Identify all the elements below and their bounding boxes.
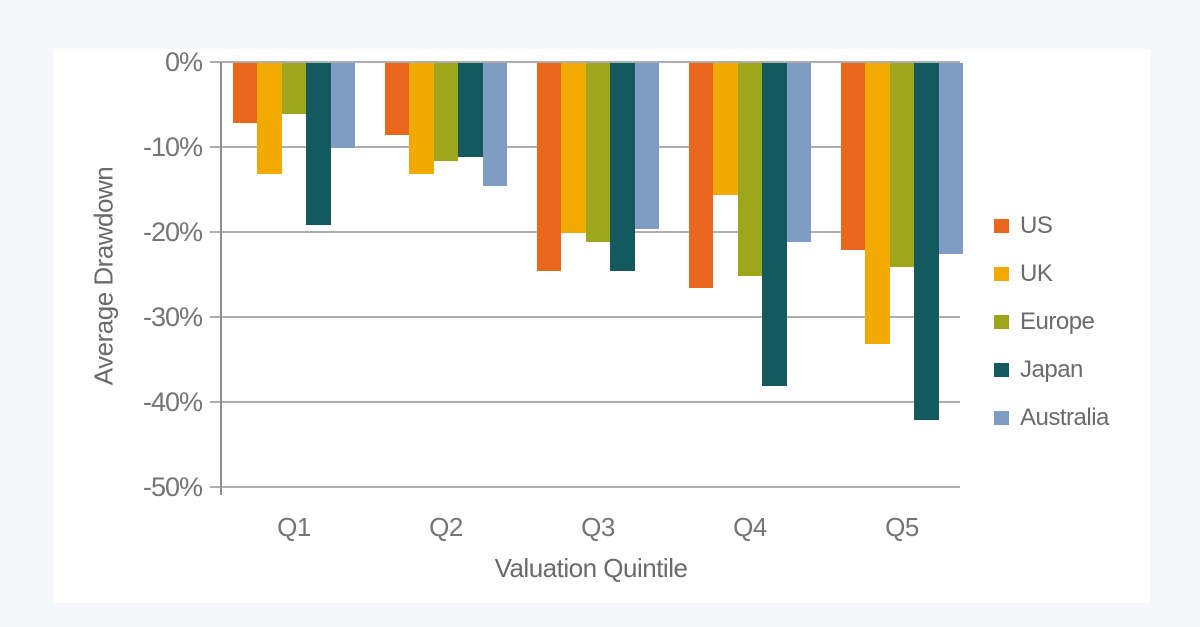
bar-group-Q2 (384, 63, 508, 487)
gridline--30% (210, 316, 960, 318)
bar-group-Q3 (536, 63, 660, 487)
bar-europe-q1 (281, 63, 307, 114)
bar-group-Q4 (688, 63, 812, 487)
x-axis-title: Valuation Quintile (494, 553, 688, 583)
y-tick-label: 0% (164, 47, 203, 77)
legend-label-us: US (1020, 212, 1053, 239)
bar-group-Q1 (232, 63, 356, 487)
x-tick-label-q4: Q4 (733, 512, 767, 542)
legend-item-australia: Australia (994, 404, 1109, 432)
x-tick-label-q5: Q5 (885, 512, 919, 542)
y-tick-label: -10% (142, 132, 203, 162)
bar-europe-q4 (737, 63, 763, 276)
legend-swatch-japan (994, 363, 1009, 377)
y-tick-label: -40% (142, 387, 203, 417)
legend-swatch-europe (994, 315, 1009, 329)
chart-legend: US UK Europe Japan Australia (994, 0, 1154, 627)
bar-australia-q1 (330, 63, 356, 148)
bar-group-Q5 (840, 63, 964, 487)
y-tick-label: -20% (142, 217, 203, 247)
bar-europe-q2 (433, 63, 459, 161)
legend-item-uk: UK (994, 260, 1053, 288)
legend-label-europe: Europe (1020, 308, 1095, 335)
bar-japan-q4 (762, 63, 787, 386)
gridline-0% (210, 61, 960, 63)
x-tick-label-q2: Q2 (429, 512, 463, 542)
bar-uk-q5 (865, 63, 890, 344)
y-tick-label: -30% (142, 302, 203, 332)
bar-us-q3 (536, 63, 562, 272)
y-axis-line (220, 62, 222, 495)
legend-item-japan: Japan (994, 356, 1083, 384)
bar-japan-q1 (306, 63, 331, 225)
bar-japan-q3 (610, 63, 635, 272)
legend-item-us: US (994, 212, 1053, 240)
gridline--50% (210, 486, 960, 488)
y-axis-title: Average Drawdown (88, 166, 119, 386)
bar-uk-q1 (257, 63, 282, 174)
legend-item-europe: Europe (994, 308, 1095, 336)
bar-australia-q5 (938, 63, 964, 255)
bar-europe-q5 (889, 63, 915, 267)
bar-australia-q2 (482, 63, 508, 187)
bar-us-q2 (384, 63, 410, 136)
gridline--40% (210, 401, 960, 403)
bar-uk-q4 (713, 63, 738, 195)
bar-japan-q5 (914, 63, 939, 420)
bar-australia-q3 (634, 63, 660, 229)
bar-us-q5 (840, 63, 866, 250)
bar-uk-q2 (409, 63, 434, 174)
bar-europe-q3 (585, 63, 611, 242)
legend-label-australia: Australia (1020, 404, 1109, 431)
bar-japan-q2 (458, 63, 483, 157)
legend-swatch-australia (994, 411, 1009, 425)
legend-swatch-uk (994, 267, 1009, 281)
bar-uk-q3 (561, 63, 586, 233)
bar-us-q1 (232, 63, 258, 123)
x-tick-label-q3: Q3 (581, 512, 615, 542)
legend-swatch-us (994, 219, 1009, 233)
legend-label-japan: Japan (1020, 356, 1083, 383)
bar-us-q4 (688, 63, 714, 289)
legend-label-uk: UK (1020, 260, 1053, 287)
x-tick-label-q1: Q1 (277, 512, 311, 542)
y-tick-label: -50% (142, 472, 203, 502)
bar-australia-q4 (786, 63, 812, 242)
